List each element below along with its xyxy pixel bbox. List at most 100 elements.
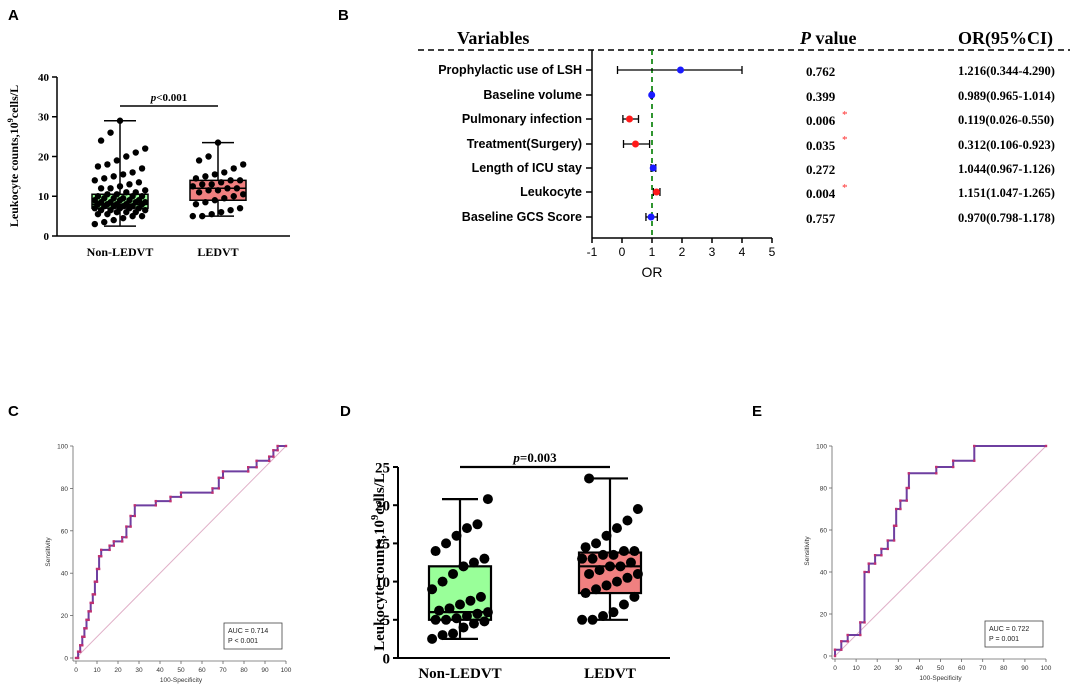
x-axis-label: OR (642, 264, 663, 280)
roc-point (129, 525, 132, 528)
data-point (608, 607, 619, 618)
roc-point (894, 524, 898, 527)
data-point (202, 199, 209, 206)
panel-label-d: D (340, 403, 351, 420)
y-axis-label: Sensitivity (804, 536, 811, 566)
data-point (437, 576, 448, 587)
or-point (653, 188, 661, 196)
or-point (677, 66, 684, 74)
or-point (649, 164, 657, 172)
variable-label: Leukocyte (520, 185, 582, 199)
box-group-ledvt (189, 139, 247, 220)
roc-point (859, 621, 862, 624)
header-p-value: P value (799, 28, 857, 48)
x-tick-label: 80 (1000, 665, 1008, 672)
data-point (625, 557, 636, 568)
roc-point (112, 540, 115, 543)
roc-point (129, 514, 132, 518)
x-category-label: LEDVT (197, 245, 238, 259)
data-point (97, 137, 105, 144)
data-point (622, 515, 633, 526)
data-point (632, 568, 643, 579)
roc-point (905, 486, 908, 490)
roc-point (880, 554, 883, 557)
data-point (107, 185, 114, 192)
data-point (189, 212, 196, 220)
x-tick-label: -1 (587, 245, 598, 259)
x-axis-label: 100-Specificity (160, 677, 203, 684)
data-point (227, 177, 234, 184)
y-tick-label: 0 (44, 231, 50, 243)
data-point (116, 117, 124, 124)
roc-point (93, 580, 97, 583)
roc-point (1044, 444, 1048, 448)
roc-point (81, 644, 84, 647)
reference-diagonal (75, 445, 287, 659)
data-point (132, 189, 139, 196)
roc-point (284, 444, 288, 448)
x-tick-label: 90 (1021, 665, 1029, 672)
data-point (618, 546, 629, 557)
data-point (479, 553, 490, 564)
data-point (455, 599, 465, 610)
y-axis-label-tail: cells/L (7, 85, 21, 118)
p-value: 0.006 (806, 113, 836, 128)
roc-point (840, 640, 843, 643)
data-point (580, 542, 591, 553)
roc-point (276, 444, 279, 448)
or-point (632, 140, 639, 148)
variable-label: Prophylactic use of LSH (438, 63, 582, 77)
auc-legend-box (223, 622, 283, 650)
y-tick-label: 30 (38, 112, 50, 124)
header-p: P (799, 28, 812, 48)
x-tick-label: 3 (709, 245, 716, 259)
roc-point (907, 486, 911, 490)
roc-point (935, 472, 938, 475)
significance-asterisk: * (842, 134, 848, 146)
roc-point (93, 593, 97, 596)
data-point (107, 129, 114, 136)
x-axis-label: 100-Specificity (919, 675, 962, 682)
data-point (591, 584, 602, 595)
or-ci-value: 1.216(0.344-4.290) (958, 64, 1055, 78)
roc-point (81, 635, 84, 638)
roc-point (91, 601, 94, 605)
roc-point (169, 495, 172, 499)
x-tick-label: 10 (852, 665, 860, 672)
significance-value: =0.003 (520, 450, 557, 465)
data-point (465, 595, 476, 606)
roc-point (121, 540, 124, 543)
data-point (434, 605, 445, 616)
data-point (142, 199, 149, 206)
x-tick-label: 4 (739, 245, 746, 259)
panel-label-b: B (338, 7, 349, 24)
roc-point (217, 476, 220, 479)
roc-point (108, 544, 111, 547)
y-tick-label: 5 (383, 613, 391, 629)
data-point (632, 504, 643, 515)
data-point (110, 173, 117, 180)
data-point (189, 183, 196, 190)
data-point (138, 212, 146, 220)
forest-row: Baseline volume 0.399 0.989(0.965-1.014) (483, 88, 1055, 104)
roc-point (169, 499, 172, 503)
data-point (142, 206, 149, 214)
data-point (119, 171, 127, 178)
y-tick-label: 40 (820, 570, 828, 577)
roc-point (973, 459, 976, 462)
data-point (584, 568, 595, 579)
data-point (482, 607, 493, 618)
y-tick-label: 20 (375, 498, 390, 514)
data-point (472, 608, 483, 619)
roc-point (179, 495, 183, 499)
roc-point (899, 507, 902, 511)
roc-point (268, 455, 271, 458)
data-point (199, 181, 206, 188)
p-value: 0.762 (806, 64, 835, 79)
variable-label: Baseline volume (483, 88, 582, 102)
roc-point (880, 547, 883, 551)
data-point (123, 189, 130, 196)
data-point (468, 618, 479, 629)
roc-point (951, 465, 955, 469)
roc-point (935, 465, 938, 469)
